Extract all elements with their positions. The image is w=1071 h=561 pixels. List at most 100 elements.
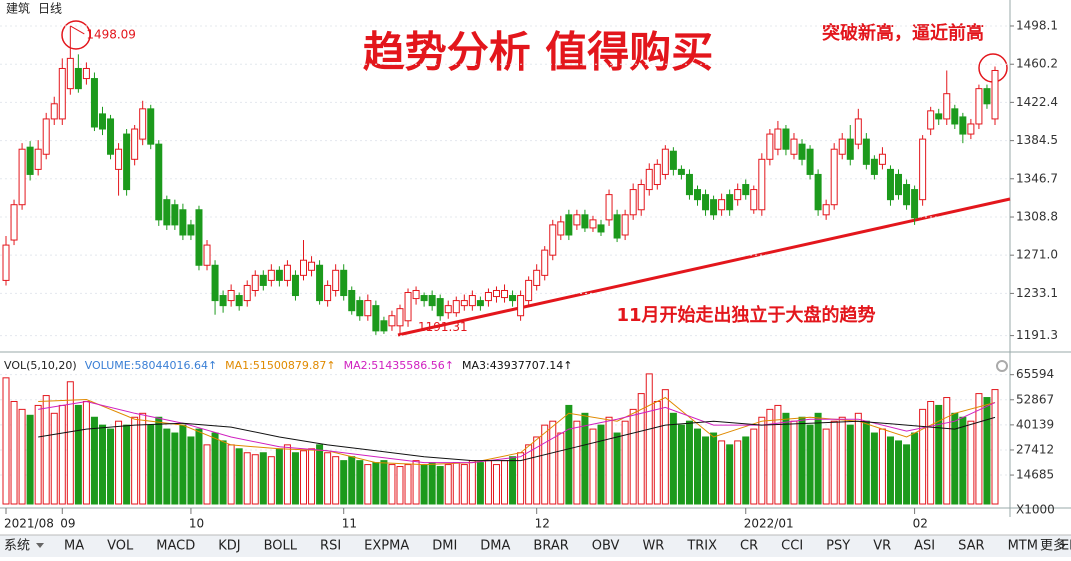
indicator-tab[interactable]: TRIX xyxy=(686,539,717,554)
volume-bar xyxy=(187,436,195,505)
ma-line xyxy=(38,416,996,462)
volume-bar xyxy=(509,456,517,505)
candle-body xyxy=(549,224,557,256)
volume-bar xyxy=(123,424,131,505)
candle-body xyxy=(428,295,436,307)
volume-bar xyxy=(878,428,886,505)
y-tick-label: 14685 xyxy=(1016,468,1054,482)
indicator-tab[interactable]: MTM xyxy=(1008,539,1038,554)
y-tick-label: 1498.1 xyxy=(1016,18,1058,32)
candle-body xyxy=(123,133,131,191)
indicator-tab[interactable]: DMA xyxy=(480,539,510,554)
candle-body xyxy=(324,284,332,302)
volume-bar xyxy=(468,460,476,505)
candle-body xyxy=(211,264,219,302)
candle-body xyxy=(34,148,42,170)
candle-body xyxy=(139,108,147,140)
indicator-tab[interactable]: KDJ xyxy=(218,539,240,554)
volume-bar xyxy=(557,432,565,505)
volume-bar xyxy=(74,404,82,505)
indicator-tab[interactable]: EXPMA xyxy=(364,539,409,554)
volume-bar xyxy=(211,432,219,505)
candle-body xyxy=(372,305,380,332)
indicator-tab[interactable]: VOL xyxy=(107,539,134,554)
candle-body xyxy=(42,118,50,155)
indicator-tab[interactable]: CR xyxy=(740,539,758,554)
volume-bar xyxy=(50,412,58,505)
volume-bar xyxy=(693,428,701,505)
volume-bar xyxy=(82,400,90,505)
candle-body xyxy=(340,269,348,297)
ma-line xyxy=(38,400,996,464)
indicator-tab[interactable]: ASI xyxy=(914,539,935,554)
x-tick-label: 11 xyxy=(342,517,357,531)
candle-body xyxy=(308,261,316,271)
volume-bar xyxy=(613,432,621,505)
volume-bar xyxy=(669,412,677,505)
candle-body xyxy=(750,189,758,211)
annotation: 突破新高，逼近前高 xyxy=(822,22,984,44)
candle-body xyxy=(460,300,468,307)
candle-body xyxy=(935,113,943,120)
candle-body xyxy=(2,244,10,281)
candle-body xyxy=(219,295,227,307)
volume-bar xyxy=(589,428,597,505)
volume-bar xyxy=(139,412,147,505)
volume-bar xyxy=(428,462,436,505)
indicator-tab[interactable]: PSY xyxy=(826,539,850,554)
volume-bar xyxy=(943,397,951,505)
indicator-tab[interactable]: BOLL xyxy=(264,539,298,554)
volume-bar xyxy=(460,464,468,505)
volume-bar xyxy=(983,397,991,505)
candle-body xyxy=(155,143,163,221)
toolbar xyxy=(0,535,1071,557)
candle-body xyxy=(605,194,613,221)
more-tab[interactable]: 更多 xyxy=(1040,538,1066,554)
indicator-tab[interactable]: 系统 xyxy=(4,539,30,554)
indicator-tab[interactable]: BRAR xyxy=(533,539,568,554)
volume-bar xyxy=(324,452,332,505)
candle-body xyxy=(131,128,139,160)
candle-body xyxy=(163,199,171,226)
indicator-tab[interactable]: WR xyxy=(642,539,664,554)
volume-bar xyxy=(806,424,814,505)
legend-item: MA2:51435586.56↑ xyxy=(344,359,454,372)
volume-bar xyxy=(790,420,798,505)
candle-body xyxy=(179,209,187,236)
volume-bar xyxy=(911,432,919,505)
volume-bar xyxy=(412,460,420,505)
y-tick-label: 65594 xyxy=(1016,367,1054,381)
indicator-tab[interactable]: OBV xyxy=(592,539,620,554)
low-label: 1191.31 xyxy=(418,320,468,334)
candle-body xyxy=(573,214,581,226)
candle-body xyxy=(517,295,525,317)
candle-body xyxy=(830,148,838,206)
volume-bar xyxy=(718,440,726,505)
volume-bar xyxy=(219,440,227,505)
candle-body xyxy=(251,274,259,291)
candle-body xyxy=(862,138,870,165)
volume-bar xyxy=(316,444,324,505)
settings-icon[interactable] xyxy=(996,360,1008,372)
indicator-tab[interactable]: MACD xyxy=(156,539,195,554)
indicator-tab[interactable]: VR xyxy=(873,539,891,554)
indicator-tab[interactable]: EMV xyxy=(1061,539,1071,554)
volume-bar xyxy=(452,462,460,505)
indicator-tab[interactable]: MA xyxy=(64,539,84,554)
candle-body xyxy=(774,128,782,150)
volume-bar xyxy=(951,412,959,505)
indicator-tab[interactable]: RSI xyxy=(320,539,341,554)
legend-item: MA1:51500879.87↑ xyxy=(225,359,335,372)
volume-bar xyxy=(685,420,693,505)
volume-bar xyxy=(750,428,758,505)
indicator-tab[interactable]: SAR xyxy=(958,539,984,554)
volume-bar xyxy=(959,416,967,505)
volume-bar xyxy=(332,456,340,505)
volume-bar xyxy=(533,436,541,505)
candle-body xyxy=(452,300,460,314)
volume-bar xyxy=(34,404,42,505)
indicator-tab[interactable]: DMI xyxy=(432,539,457,554)
volume-bar xyxy=(58,404,66,505)
indicator-tab[interactable]: CCI xyxy=(781,539,803,554)
candle-body xyxy=(886,168,894,201)
